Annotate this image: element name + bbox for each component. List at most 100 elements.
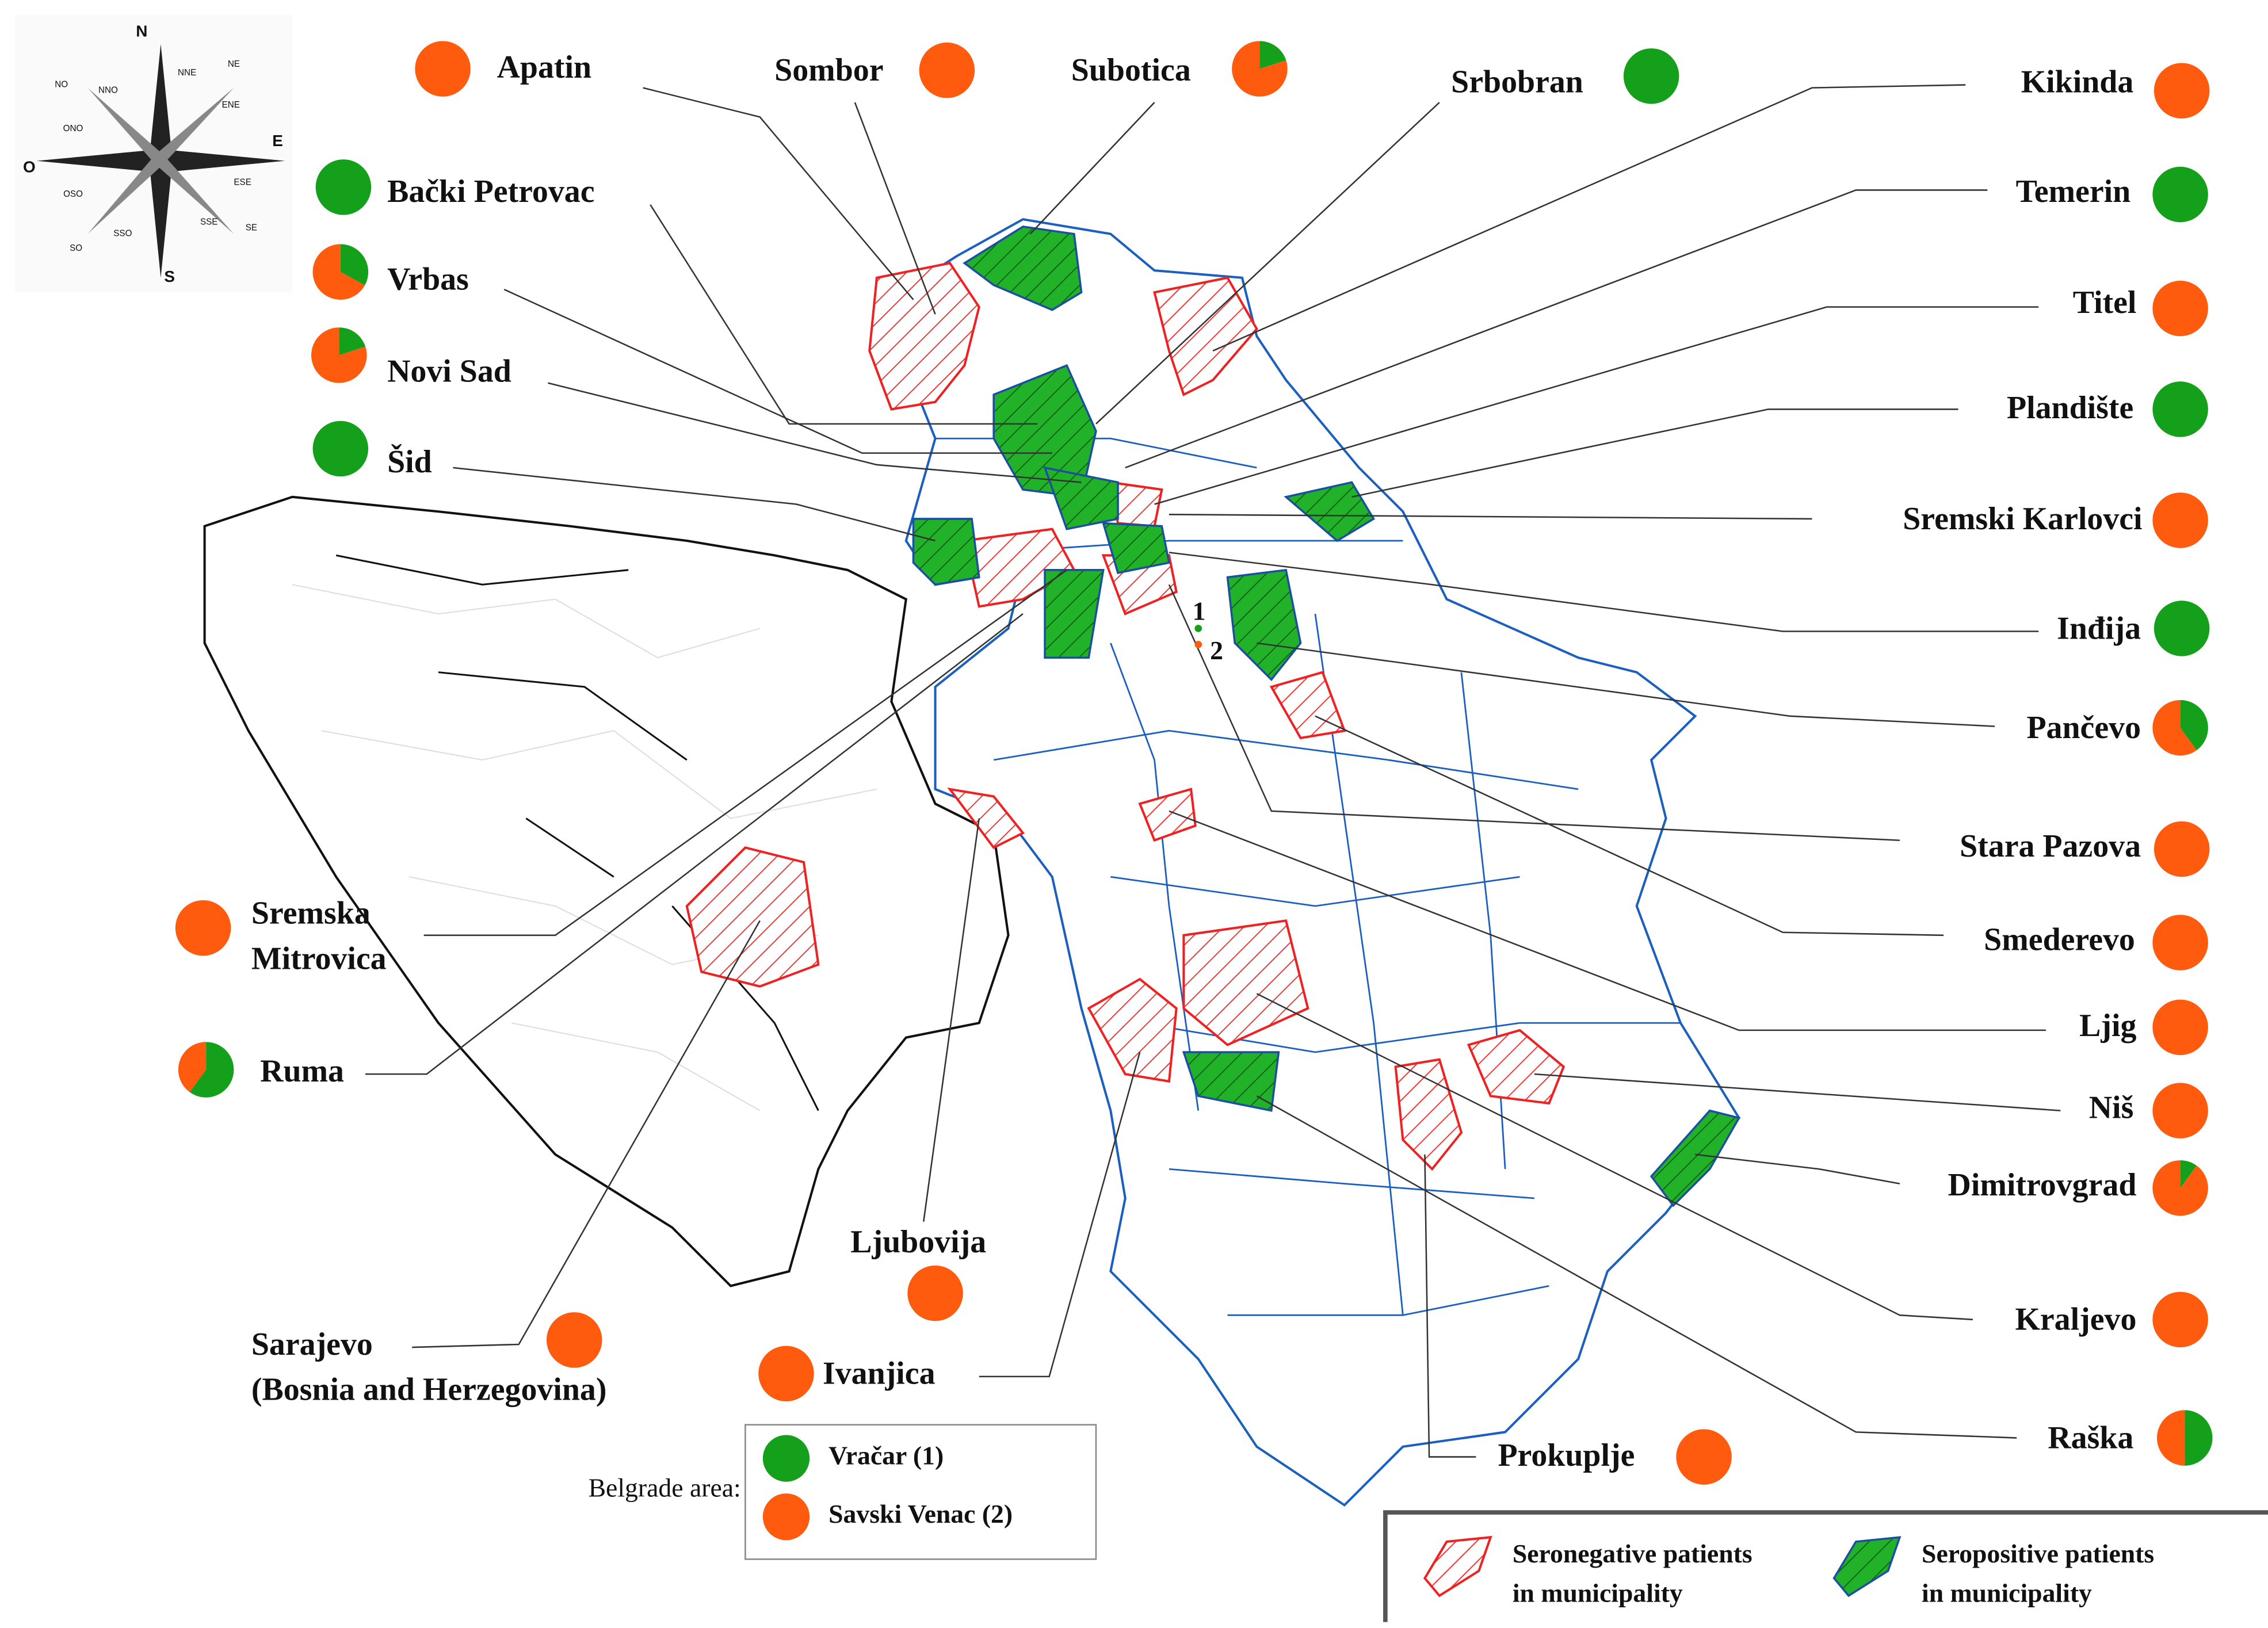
place-label: Vrbas [387, 261, 469, 297]
compass-label: SO [70, 243, 82, 253]
place-label: Dimitrovgrad [1948, 1167, 2137, 1203]
place-label: Subotica [1071, 52, 1191, 88]
leader-line [365, 613, 1024, 1075]
leader-line [922, 818, 980, 1222]
place-label: Ruma [260, 1053, 344, 1089]
pie-full [312, 421, 369, 477]
pie-full [2152, 1083, 2208, 1138]
pie-seropositive [2180, 700, 2208, 751]
place-label: Pančevo [2026, 710, 2141, 746]
pie-full [2154, 821, 2210, 877]
pie-seropositive [2185, 1410, 2213, 1466]
pie-seropositive [339, 327, 366, 356]
pie-full [2152, 280, 2208, 337]
leader-line [1424, 1154, 1476, 1458]
compass-label: SSO [113, 229, 132, 239]
compass-label: NNE [178, 68, 196, 78]
place-label: Bački Petrovac [387, 174, 594, 209]
compass-label: OSO [63, 189, 83, 199]
place-label: Srbobran [1451, 64, 1583, 100]
legend-label: in municipality [1922, 1578, 2092, 1607]
place-label: Sombor [774, 52, 883, 88]
leader-line [979, 1052, 1141, 1378]
legend-label: Seronegative patients [1513, 1539, 1752, 1568]
pie-full [2154, 63, 2210, 119]
pie-full [546, 1312, 602, 1368]
place-label: Ljig [2079, 1008, 2136, 1044]
place-label: Šid [387, 444, 432, 480]
leader-line [1168, 584, 1900, 841]
compass-label: NE [228, 59, 240, 69]
leader-line [650, 204, 1038, 425]
place-label: Sremska [251, 896, 371, 931]
leader-line [1257, 642, 1995, 727]
leader-line [854, 102, 936, 315]
place-label: Niš [2089, 1090, 2134, 1125]
leader-line [1169, 552, 2039, 632]
pie-seronegative [312, 244, 365, 300]
leader-line [412, 920, 761, 1348]
pie-full [758, 1346, 814, 1402]
place-label: Stara Pazova [1960, 828, 2141, 864]
leader-line [1256, 993, 1973, 1321]
pie-full [1676, 1429, 1732, 1485]
pie-full [907, 1265, 963, 1321]
leader-line [1256, 1095, 2017, 1439]
compass-label: NO [55, 80, 68, 90]
pie-full [2152, 999, 2208, 1056]
seropositive-areas [912, 226, 1741, 1207]
pie-full [762, 1435, 810, 1482]
pie-full [2152, 381, 2208, 437]
place-label: Temerin [2016, 174, 2131, 209]
pie-full [2152, 1291, 2208, 1348]
seronegative-areas [685, 262, 1566, 1171]
leader-line [1534, 1073, 2061, 1111]
pie-seropositive [1259, 41, 1286, 69]
belgrade-item: Vračar (1) [828, 1441, 944, 1470]
place-label: Smederevo [1984, 922, 2135, 957]
place-label: Sarajevo [251, 1327, 373, 1362]
pie-full [175, 900, 231, 956]
leader-line [643, 87, 914, 300]
legend-label: Seropositive patients [1922, 1539, 2154, 1568]
pie-seropositive [340, 244, 369, 285]
place-label: Titel [2073, 285, 2137, 320]
pie-full [315, 159, 372, 215]
place-label: (Bosnia and Herzegovina) [251, 1372, 607, 1408]
compass-label: S [164, 267, 175, 285]
leader-line [453, 467, 936, 542]
pie-seropositive [189, 1042, 234, 1098]
pie-seronegative [1232, 41, 1288, 97]
place-label: Sremski Karlovci [1903, 501, 2142, 537]
leader-line [1315, 715, 1944, 937]
place-label: Raška [2048, 1420, 2133, 1455]
place-label: Kikinda [2021, 64, 2134, 100]
compass-label: E [272, 132, 283, 150]
legend-frame [1383, 1510, 2268, 1622]
marker-dot [1194, 641, 1202, 648]
map-marker: 1 [1193, 597, 1206, 626]
leader-line [1169, 514, 1812, 520]
compass-label: ESE [234, 178, 251, 188]
place-label: Kraljevo [2015, 1302, 2136, 1337]
compass-label: ONO [63, 124, 83, 133]
leader-line [1154, 306, 2039, 505]
compass-label: SSE [200, 217, 217, 227]
place-label: Inđija [2057, 610, 2141, 646]
leader-line [1695, 1153, 1900, 1184]
compass [14, 14, 292, 293]
place-label: Ljubovija [850, 1224, 986, 1260]
place-label: Ivanjica [823, 1356, 936, 1392]
place-label: Plandište [2007, 390, 2133, 426]
pie-seronegative [311, 327, 367, 383]
place-label: Apatin [497, 49, 592, 85]
pie-full [2152, 915, 2208, 970]
compass-label: SE [246, 223, 257, 232]
leader-line [503, 289, 1052, 454]
leader-line [1351, 408, 1958, 498]
pie-seropositive [2180, 1160, 2197, 1188]
leader-line [1029, 102, 1155, 235]
map-marker: 2 [1210, 636, 1223, 665]
